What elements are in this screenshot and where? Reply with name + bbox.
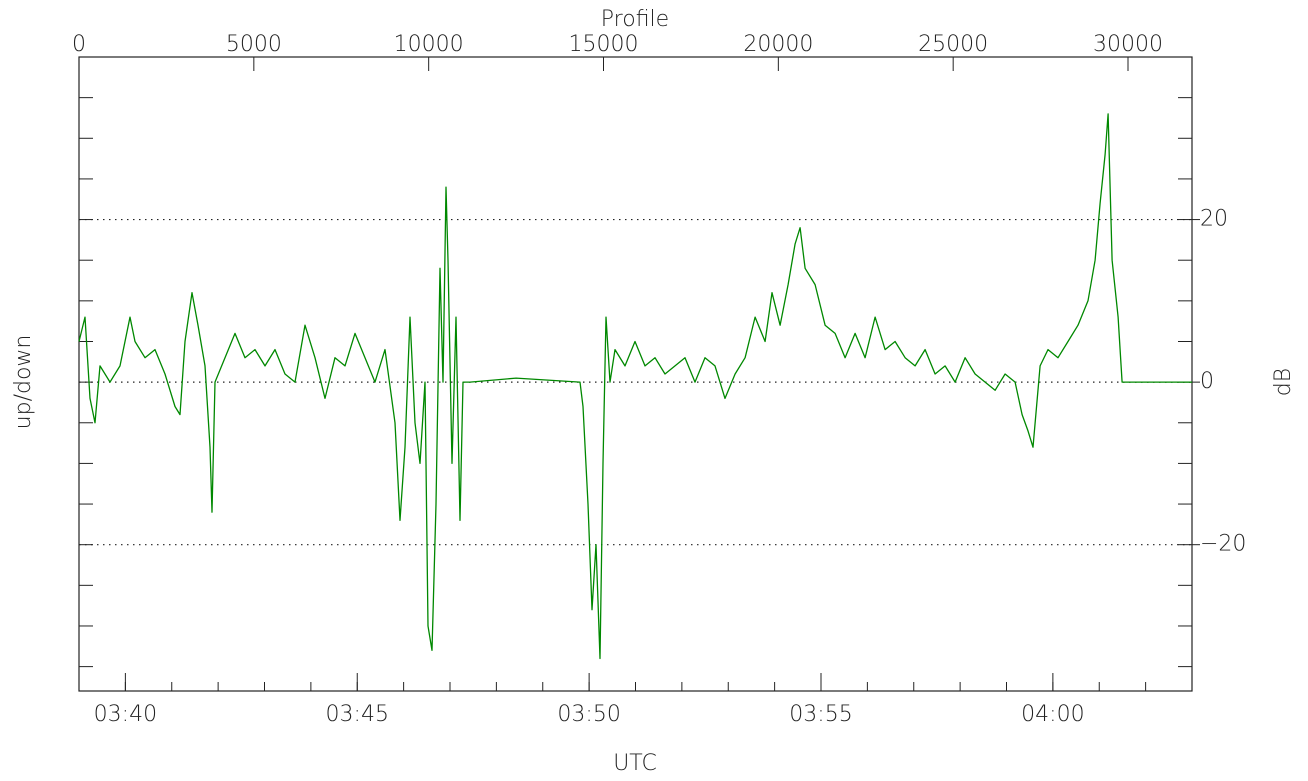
bottom-tick-label: 03:45 bbox=[326, 702, 389, 727]
top-tick-label: 5000 bbox=[226, 32, 282, 57]
bottom-tick-label: 04:00 bbox=[1021, 702, 1084, 727]
left-axis-label: up/down bbox=[11, 335, 36, 430]
plot-frame bbox=[78, 56, 1193, 692]
right-axis-label: dB bbox=[1271, 368, 1296, 396]
right-tick-label: −20 bbox=[1200, 532, 1246, 557]
bottom-axis-label: UTC bbox=[613, 751, 657, 776]
top-axis-label: Profile bbox=[601, 7, 669, 32]
top-tick-label: 10000 bbox=[394, 32, 464, 57]
top-tick-label: 30000 bbox=[1093, 32, 1163, 57]
bottom-tick-label: 03:55 bbox=[789, 702, 852, 727]
top-tick-label: 0 bbox=[72, 32, 86, 57]
right-tick-label: 20 bbox=[1200, 207, 1228, 232]
top-tick-label: 25000 bbox=[918, 32, 988, 57]
right-tick-label: 0 bbox=[1200, 369, 1214, 394]
data-line bbox=[78, 113, 1193, 660]
top-tick-label: 15000 bbox=[569, 32, 639, 57]
top-tick-label: 20000 bbox=[743, 32, 813, 57]
bottom-tick-label: 03:40 bbox=[94, 702, 157, 727]
bottom-tick-label: 03:50 bbox=[557, 702, 620, 727]
